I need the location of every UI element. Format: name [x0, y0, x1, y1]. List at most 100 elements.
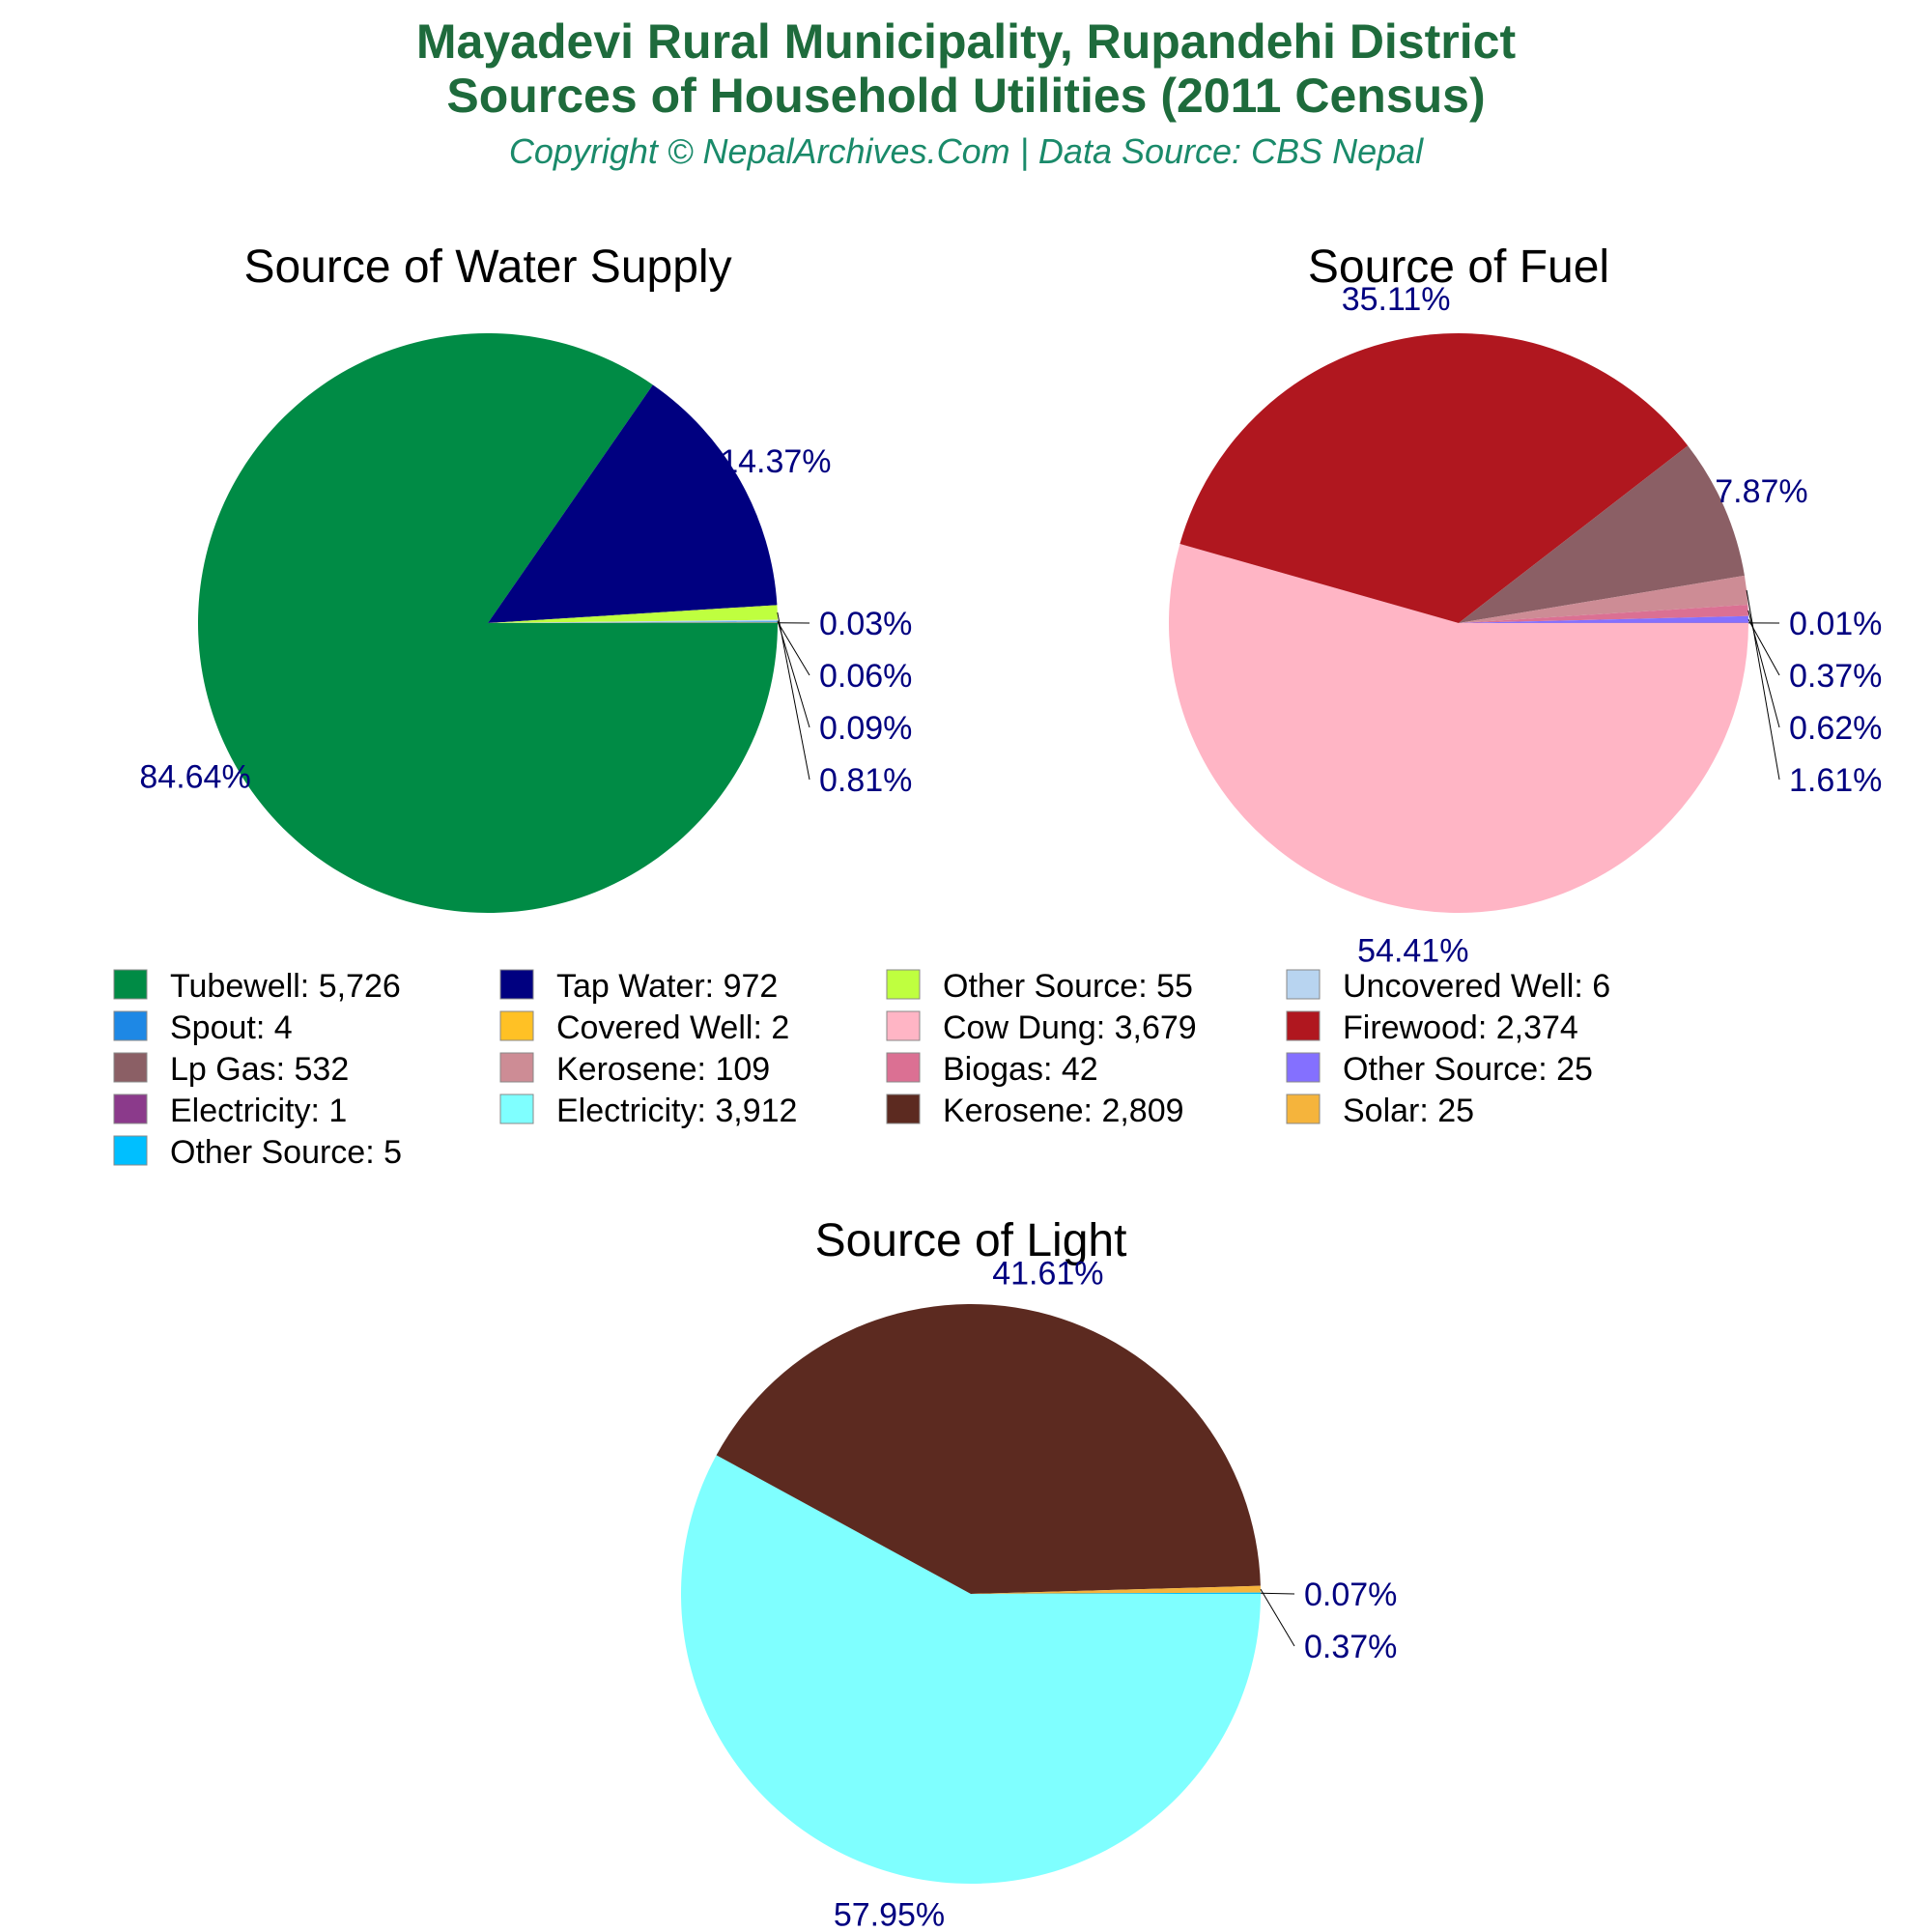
legend-label: Uncovered Well: 6	[1343, 968, 1610, 1005]
legend-label: Electricity: 3,912	[556, 1093, 797, 1129]
pie-slice-other-source	[971, 1592, 1261, 1594]
legend-label: Spout: 4	[170, 1009, 293, 1046]
pie-slice-lp-gas	[1459, 445, 1745, 623]
legend-swatch	[886, 1052, 921, 1083]
pie-title: Source of Light	[815, 1215, 1127, 1266]
pie-percent-label: 57.95%	[834, 1896, 945, 1932]
legend-swatch	[113, 1010, 148, 1041]
legend-label: Kerosene: 109	[556, 1051, 770, 1088]
pie-charts: Source of Water Supply 84.64% 14.37% 0.03% 0…	[139, 242, 1882, 1932]
pie-percent-label: 0.81%	[819, 762, 912, 799]
pie-slice-other-source	[1459, 615, 1748, 623]
pie-percent-label: 0.01%	[1789, 606, 1882, 642]
legend-item: Kerosene: 109	[499, 1051, 770, 1088]
legend-swatch	[886, 1094, 921, 1124]
legend-label: Other Source: 55	[943, 968, 1193, 1005]
pie-percent-label: 84.64%	[139, 759, 250, 796]
legend-label: Lp Gas: 532	[170, 1051, 349, 1088]
subtitle: Copyright © NepalArchives.Com | Data Sou…	[508, 131, 1424, 171]
legend-label: Tubewell: 5,726	[170, 968, 401, 1005]
pie-slice-covered-well	[488, 622, 778, 623]
pie-percent-label: 0.03%	[819, 606, 912, 642]
legend-label: Electricity: 1	[170, 1093, 347, 1129]
main-title-line2: Sources of Household Utilities (2011 Cen…	[446, 69, 1486, 123]
leader-line	[777, 620, 810, 728]
leader-line	[1746, 589, 1780, 781]
legend-swatch	[499, 1010, 534, 1041]
legend-swatch	[113, 969, 148, 1000]
legend: Tubewell: 5,726 Tap Water: 972 Other Sourc…	[113, 968, 1610, 1171]
leader-line	[1260, 1588, 1295, 1647]
legend-swatch	[1286, 1094, 1321, 1124]
legend-item: Cow Dung: 3,679	[886, 1009, 1197, 1046]
legend-swatch	[113, 1094, 148, 1124]
legend-label: Biogas: 42	[943, 1051, 1098, 1088]
legend-item: Spout: 4	[113, 1009, 293, 1046]
legend-swatch	[886, 969, 921, 1000]
pie-source-of-water-supply: Source of Water Supply 84.64% 14.37% 0.03% 0…	[139, 242, 912, 914]
legend-label: Tap Water: 972	[556, 968, 778, 1005]
legend-label: Covered Well: 2	[556, 1009, 789, 1046]
legend-item: Covered Well: 2	[499, 1009, 789, 1046]
legend-label: Firewood: 2,374	[1343, 1009, 1578, 1046]
pie-slice-spout	[488, 621, 778, 623]
legend-label: Other Source: 25	[1343, 1051, 1593, 1088]
leader-line	[1260, 1592, 1295, 1595]
pie-slice-cow-dung	[1169, 543, 1749, 913]
legend-swatch	[1286, 1010, 1321, 1041]
legend-item: Electricity: 1	[113, 1093, 347, 1129]
pie-percent-label: 35.11%	[1342, 281, 1451, 318]
legend-item: Other Source: 55	[886, 968, 1193, 1005]
pie-slice-biogas	[1459, 605, 1748, 623]
pie-source-of-fuel: Source of Fuel 54.41% 35.11% 7.87% 0.01% 0.37…	[1169, 242, 1882, 970]
pie-title: Source of Fuel	[1308, 242, 1609, 293]
pie-percent-label: 41.61%	[992, 1255, 1103, 1292]
pie-slice-other-source	[488, 605, 778, 623]
legend-item: Biogas: 42	[886, 1051, 1098, 1088]
legend-item: Other Source: 5	[113, 1134, 402, 1171]
legend-item: Kerosene: 2,809	[886, 1093, 1184, 1129]
legend-label: Solar: 25	[1343, 1093, 1474, 1129]
legend-swatch	[886, 1010, 921, 1041]
main-title-line1: Mayadevi Rural Municipality, Rupandehi D…	[415, 14, 1517, 69]
legend-item: Lp Gas: 532	[113, 1051, 349, 1088]
leader-line	[777, 621, 810, 676]
legend-item: Solar: 25	[1286, 1093, 1474, 1129]
pie-slice-tubewell	[197, 333, 778, 914]
pie-slice-solar	[971, 1585, 1261, 1594]
legend-swatch	[1286, 969, 1321, 1000]
pie-source-of-light: Source of Light 57.95% 41.61% 0.07% 0.37%	[680, 1215, 1397, 1932]
pie-percent-label: 0.06%	[819, 658, 912, 695]
legend-swatch	[113, 1135, 148, 1166]
pie-percent-label: 0.62%	[1789, 710, 1882, 747]
legend-item: Other Source: 25	[1286, 1051, 1593, 1088]
pie-slice-uncovered-well	[488, 619, 778, 623]
pie-percent-label: 0.09%	[819, 710, 912, 747]
legend-item: Firewood: 2,374	[1286, 1009, 1578, 1046]
pie-slice-kerosene	[1459, 575, 1748, 623]
pie-percent-label: 54.41%	[1357, 933, 1468, 970]
leader-line	[777, 611, 810, 781]
pie-slice-tap-water	[488, 384, 778, 623]
legend-swatch	[499, 1094, 534, 1124]
pie-percent-label: 1.61%	[1789, 762, 1882, 799]
legend-item: Uncovered Well: 6	[1286, 968, 1610, 1005]
pie-title: Source of Water Supply	[243, 242, 731, 293]
legend-swatch	[499, 969, 534, 1000]
pie-percent-label: 14.37%	[720, 443, 831, 480]
legend-item: Tubewell: 5,726	[113, 968, 401, 1005]
pie-percent-label: 0.37%	[1304, 1629, 1397, 1665]
pie-slice-kerosene	[716, 1304, 1261, 1594]
pie-percent-label: 7.87%	[1715, 473, 1807, 510]
legend-item: Tap Water: 972	[499, 968, 778, 1005]
legend-label: Cow Dung: 3,679	[943, 1009, 1197, 1046]
legend-label: Kerosene: 2,809	[943, 1093, 1184, 1129]
pie-percent-label: 0.37%	[1789, 658, 1882, 695]
legend-swatch	[113, 1052, 148, 1083]
pie-slice-firewood	[1179, 333, 1689, 623]
legend-swatch	[499, 1052, 534, 1083]
legend-swatch	[1286, 1052, 1321, 1083]
legend-item: Electricity: 3,912	[499, 1093, 797, 1129]
pie-percent-label: 0.07%	[1304, 1577, 1397, 1613]
